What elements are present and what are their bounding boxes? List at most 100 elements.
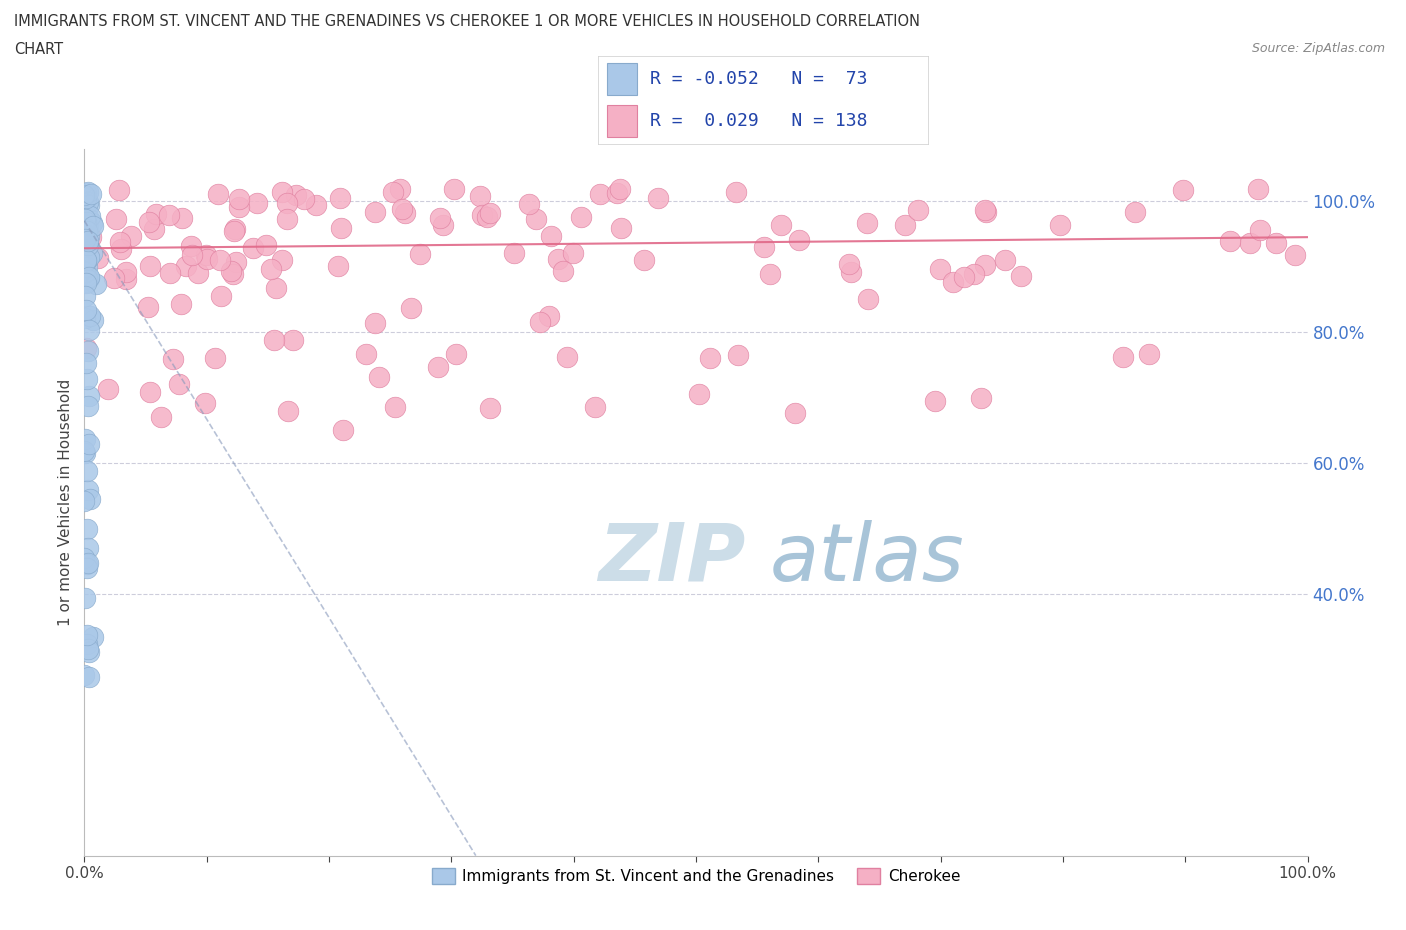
Point bbox=[222, 224, 245, 239]
Point bbox=[77, 184, 100, 199]
Point bbox=[76, 628, 98, 643]
Point bbox=[538, 309, 561, 324]
Point bbox=[242, 241, 264, 256]
Point bbox=[108, 234, 131, 249]
Point bbox=[75, 268, 97, 283]
Point bbox=[1049, 217, 1071, 232]
Text: CHART: CHART bbox=[14, 42, 63, 57]
Point bbox=[724, 185, 747, 200]
Point bbox=[197, 252, 219, 267]
Point bbox=[524, 212, 547, 227]
Point bbox=[76, 483, 98, 498]
Point bbox=[77, 271, 100, 286]
Point bbox=[97, 381, 120, 396]
Point bbox=[194, 395, 217, 410]
Point bbox=[139, 259, 162, 273]
Point bbox=[73, 231, 96, 246]
Point bbox=[76, 272, 98, 286]
Point bbox=[222, 267, 245, 282]
Point bbox=[77, 642, 100, 657]
Point bbox=[266, 281, 288, 296]
Point bbox=[75, 212, 97, 227]
Point bbox=[108, 182, 131, 197]
Point bbox=[260, 261, 283, 276]
Point bbox=[73, 494, 96, 509]
Point bbox=[963, 266, 986, 281]
Point bbox=[76, 215, 98, 230]
Point bbox=[326, 259, 349, 273]
Point bbox=[84, 277, 107, 292]
Point bbox=[73, 229, 96, 244]
Point bbox=[364, 205, 387, 219]
Point bbox=[77, 399, 100, 414]
Point bbox=[103, 271, 125, 286]
Point bbox=[120, 229, 142, 244]
Point bbox=[907, 203, 929, 218]
Point bbox=[75, 195, 97, 210]
Point bbox=[80, 186, 103, 201]
Point bbox=[281, 333, 304, 348]
Point bbox=[80, 215, 103, 230]
Point bbox=[110, 242, 132, 257]
Point bbox=[924, 393, 946, 408]
Point bbox=[76, 463, 98, 478]
Point bbox=[79, 322, 101, 337]
Point bbox=[76, 557, 98, 572]
Point bbox=[180, 247, 202, 262]
Point bbox=[169, 377, 191, 392]
Point bbox=[172, 210, 194, 225]
Point bbox=[856, 292, 879, 307]
Point bbox=[77, 344, 100, 359]
Point bbox=[77, 644, 100, 659]
Point bbox=[77, 389, 100, 404]
Point bbox=[82, 312, 104, 327]
Point bbox=[75, 445, 97, 460]
Point bbox=[609, 220, 631, 235]
Point bbox=[76, 238, 98, 253]
Point bbox=[1112, 350, 1135, 365]
Y-axis label: 1 or more Vehicles in Household: 1 or more Vehicles in Household bbox=[58, 379, 73, 626]
Point bbox=[384, 400, 406, 415]
Point bbox=[209, 288, 232, 303]
Point bbox=[547, 252, 569, 267]
Point bbox=[787, 232, 810, 247]
Point bbox=[73, 432, 96, 446]
Point bbox=[1239, 235, 1261, 250]
Point bbox=[284, 188, 307, 203]
Point bbox=[73, 191, 96, 206]
Point bbox=[76, 541, 98, 556]
Point bbox=[270, 252, 292, 267]
Point bbox=[79, 228, 101, 243]
Point bbox=[79, 230, 101, 245]
Point bbox=[75, 341, 97, 356]
Point bbox=[75, 253, 97, 268]
Point bbox=[1123, 205, 1146, 219]
Point bbox=[77, 436, 100, 451]
Point bbox=[75, 186, 97, 201]
Point bbox=[76, 194, 98, 209]
Point bbox=[332, 422, 354, 437]
Point bbox=[276, 195, 298, 210]
Point bbox=[79, 491, 101, 506]
Point bbox=[75, 190, 97, 205]
Point bbox=[785, 405, 807, 420]
Point bbox=[555, 350, 578, 365]
Point bbox=[974, 202, 997, 217]
Point bbox=[754, 240, 776, 255]
Point bbox=[75, 235, 97, 250]
Point bbox=[228, 200, 250, 215]
Text: R = -0.052   N =  73: R = -0.052 N = 73 bbox=[651, 70, 868, 87]
Point bbox=[769, 217, 792, 232]
Point bbox=[75, 221, 97, 236]
Legend: Immigrants from St. Vincent and the Grenadines, Cherokee: Immigrants from St. Vincent and the Gren… bbox=[426, 862, 966, 890]
Point bbox=[82, 630, 104, 644]
Point bbox=[471, 207, 494, 222]
Point bbox=[76, 522, 98, 537]
Point bbox=[529, 315, 551, 330]
Point bbox=[517, 197, 540, 212]
Point bbox=[138, 215, 160, 230]
Point bbox=[688, 387, 710, 402]
Point bbox=[841, 264, 863, 279]
Point bbox=[80, 246, 103, 260]
Point bbox=[1265, 235, 1288, 250]
